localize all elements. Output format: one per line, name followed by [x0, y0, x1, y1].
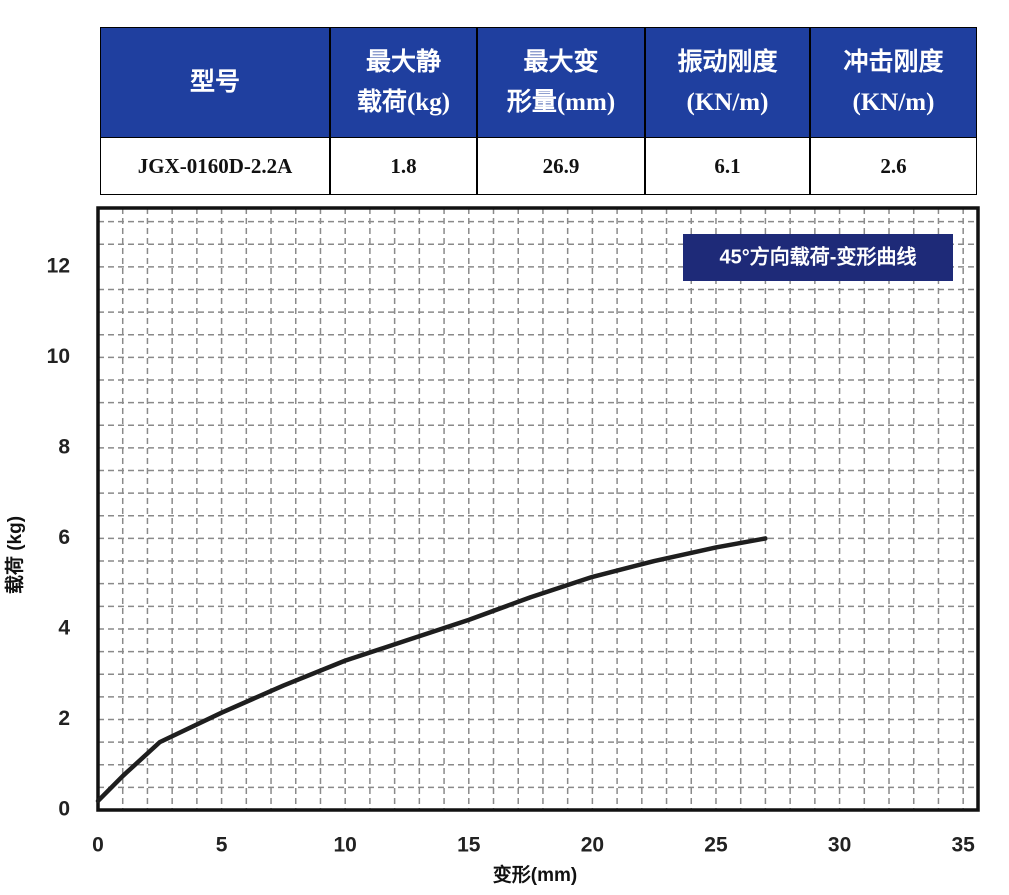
x-tick-label: 20	[581, 834, 604, 857]
y-axis-label: 载荷 (kg)	[3, 516, 26, 594]
header-text: 最大变	[523, 48, 599, 76]
header-text: 冲击刚度	[843, 48, 944, 76]
x-tick-label: 35	[951, 834, 975, 857]
x-axis-label: 变形(mm)	[493, 863, 577, 886]
y-tick-label: 4	[58, 616, 70, 639]
data-cell: 2.6	[810, 137, 977, 195]
header-cell: 型号	[100, 27, 330, 138]
data-cell: 26.9	[477, 137, 645, 195]
plot-area	[98, 208, 978, 810]
x-tick-label: 15	[457, 834, 481, 857]
data-cell: 6.1	[645, 137, 810, 195]
chart-title: 45°方向载荷-变形曲线	[720, 244, 917, 268]
y-tick-label: 6	[58, 526, 70, 549]
y-tick-label: 0	[58, 798, 70, 821]
legend-box	[683, 234, 953, 281]
header-text: 最大静	[365, 48, 441, 76]
data-line	[95, 536, 768, 804]
y-tick-label: 12	[47, 254, 70, 277]
header-cell: 冲击刚度 (KN/m)	[810, 27, 977, 138]
y-tick-label: 8	[58, 435, 70, 458]
spec-table: 型号 最大静载荷(kg) 最大变形量(mm) 振动刚度 (KN/m) 冲击刚度 (KN/m)…	[100, 27, 977, 195]
y-tick-label: 2	[58, 707, 70, 730]
header-text: 载荷(kg)	[356, 88, 451, 116]
header-text: 形量(mm)	[506, 88, 616, 116]
header-text: (KN/m)	[686, 88, 769, 116]
x-tick-label: 10	[334, 834, 357, 857]
x-tick-label: 5	[216, 834, 228, 857]
header-text: 振动刚度	[677, 48, 778, 76]
header-cell: 最大变形量(mm)	[477, 27, 645, 138]
data-cell: JGX-0160D-2.2A	[100, 137, 330, 195]
x-tick-label: 0	[92, 834, 104, 857]
y-tick-label: 10	[47, 345, 70, 368]
x-tick-label: 30	[828, 834, 851, 857]
header-cell: 振动刚度 (KN/m)	[645, 27, 810, 138]
header-text: 型号	[189, 68, 240, 96]
plot-border	[96, 206, 980, 812]
header-text: (KN/m)	[852, 88, 935, 116]
data-cell: 1.8	[330, 137, 477, 195]
x-tick-label: 25	[704, 834, 728, 857]
